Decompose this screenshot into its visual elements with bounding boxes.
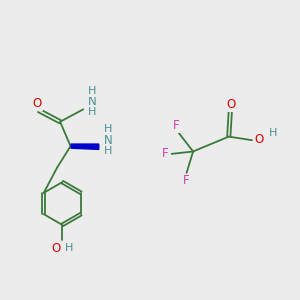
Text: F: F bbox=[183, 174, 189, 188]
Text: O: O bbox=[255, 133, 264, 146]
Polygon shape bbox=[71, 144, 99, 149]
Text: O: O bbox=[51, 242, 60, 255]
Text: N: N bbox=[88, 95, 97, 108]
Text: N: N bbox=[104, 134, 113, 147]
Text: H: H bbox=[269, 128, 278, 138]
Text: H: H bbox=[104, 124, 112, 134]
Text: H: H bbox=[104, 146, 112, 157]
Text: H: H bbox=[88, 86, 96, 96]
Text: H: H bbox=[65, 243, 73, 253]
Text: F: F bbox=[162, 147, 169, 160]
Text: F: F bbox=[173, 119, 180, 132]
Text: O: O bbox=[33, 98, 42, 110]
Text: H: H bbox=[88, 107, 96, 117]
Text: O: O bbox=[226, 98, 236, 111]
